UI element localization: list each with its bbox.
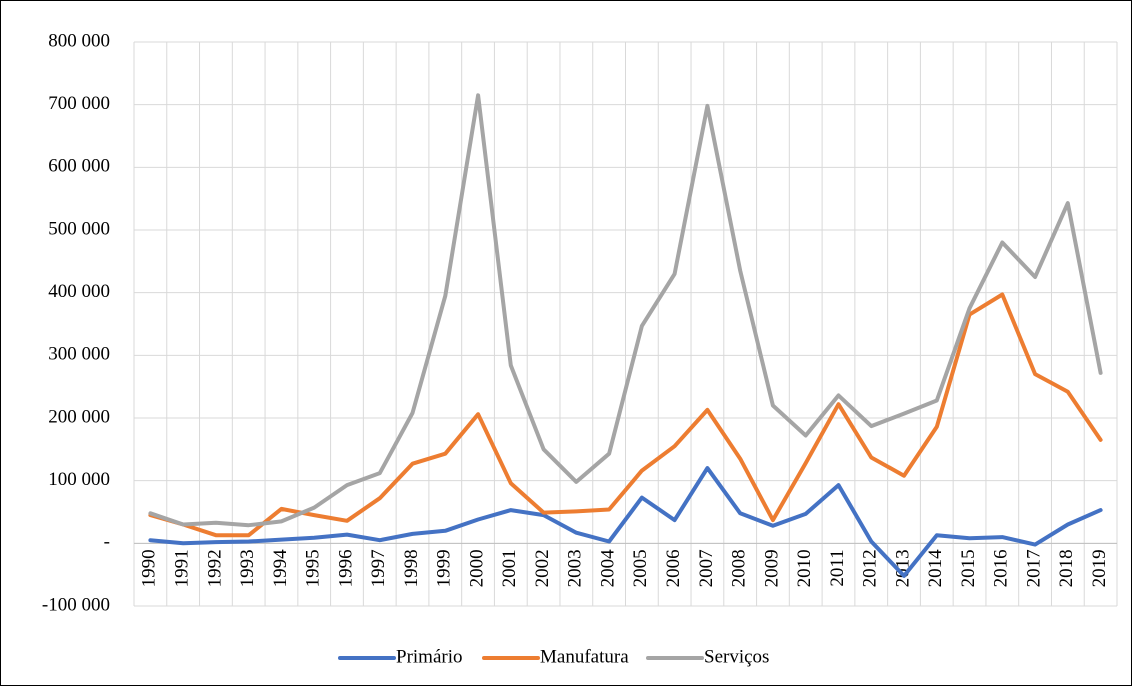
x-tick-label: 2018	[1056, 549, 1077, 587]
legend-label: Primário	[396, 646, 463, 667]
x-tick-label: 2005	[630, 549, 651, 587]
y-tick-label: 800 000	[48, 30, 110, 51]
x-tick-label: 1999	[434, 549, 455, 587]
x-tick-label: 2019	[1089, 549, 1110, 587]
x-tick-label: 2010	[794, 549, 815, 587]
x-tick-label: 2000	[466, 549, 487, 587]
x-tick-label: 1991	[172, 549, 193, 587]
y-tick-label: -100 000	[42, 594, 110, 615]
y-tick-label: 500 000	[48, 218, 110, 239]
x-tick-label: 2013	[892, 549, 913, 587]
x-tick-label: 2002	[532, 549, 553, 587]
series-line	[148, 93, 1103, 528]
legend-label: Serviços	[704, 646, 769, 667]
x-tick-label: 1993	[237, 549, 258, 587]
x-tick-label: 1996	[335, 549, 356, 587]
x-tick-label: 1990	[139, 549, 160, 587]
y-tick-label: 600 000	[48, 156, 110, 177]
x-tick-label: 1998	[401, 549, 422, 587]
x-tick-label: 2004	[597, 549, 618, 588]
series-line	[148, 466, 1103, 578]
y-tick-label: 400 000	[48, 281, 110, 302]
y-tick-label: -	[104, 532, 110, 553]
x-tick-label: 2011	[827, 549, 848, 586]
x-tick-label: 2017	[1023, 549, 1044, 587]
x-tick-label: 2007	[696, 549, 717, 587]
x-tick-label: 2001	[499, 549, 520, 587]
y-tick-label: 100 000	[48, 469, 110, 490]
x-tick-label: 2016	[991, 549, 1012, 587]
x-tick-label: 2009	[761, 549, 782, 587]
y-tick-label: 300 000	[48, 344, 110, 365]
x-tick-label: 2008	[729, 549, 750, 587]
x-tick-label: 1997	[368, 549, 389, 587]
legend-label: Manufatura	[540, 646, 629, 667]
y-tick-label: 200 000	[48, 406, 110, 427]
x-tick-label: 2014	[925, 549, 946, 588]
y-tick-label: 700 000	[48, 93, 110, 114]
x-tick-label: 1994	[270, 549, 291, 588]
series-line	[148, 292, 1103, 538]
x-tick-label: 1995	[303, 549, 324, 587]
x-tick-label: 2012	[860, 549, 881, 587]
x-tick-label: 2015	[958, 549, 979, 587]
x-tick-label: 2003	[565, 549, 586, 587]
x-tick-label: 1992	[204, 549, 225, 587]
x-tick-label: 2006	[663, 549, 684, 587]
